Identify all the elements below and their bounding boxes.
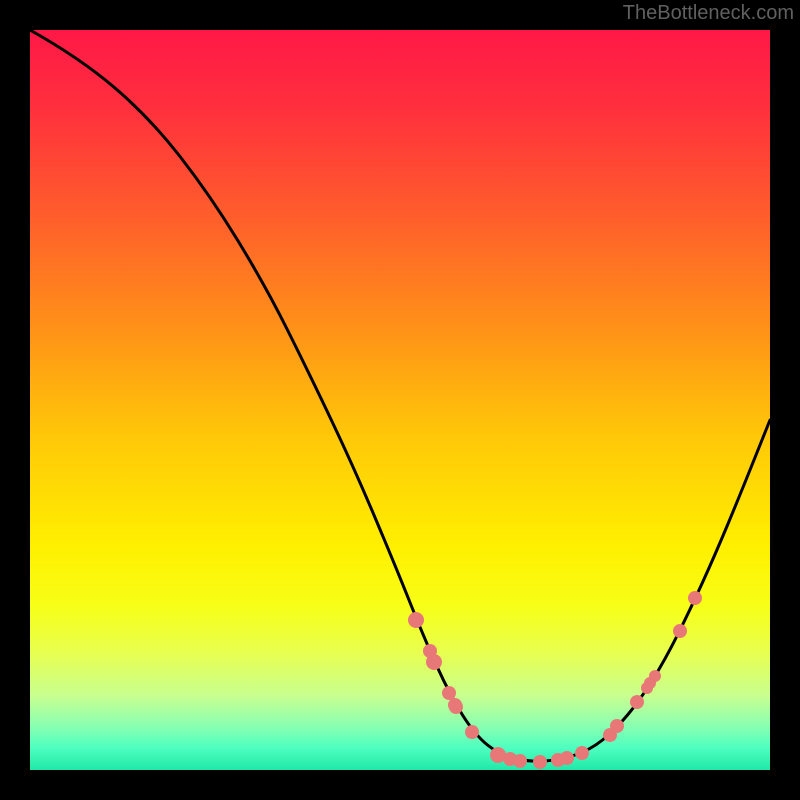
data-dot bbox=[442, 686, 456, 700]
attribution-text: TheBottleneck.com bbox=[623, 2, 794, 25]
data-dot bbox=[513, 754, 527, 768]
data-dot bbox=[575, 746, 589, 760]
data-dot bbox=[465, 725, 479, 739]
data-dot bbox=[449, 700, 463, 714]
data-dot bbox=[688, 591, 702, 605]
data-dot bbox=[560, 751, 574, 765]
data-dot bbox=[426, 654, 442, 670]
data-dot bbox=[610, 719, 624, 733]
data-dot bbox=[673, 624, 687, 638]
data-dot bbox=[533, 755, 547, 769]
chart-svg bbox=[0, 0, 800, 800]
data-dot bbox=[630, 695, 644, 709]
plot-background bbox=[30, 30, 770, 770]
data-dot bbox=[408, 612, 424, 628]
chart-container bbox=[0, 0, 800, 800]
data-dot bbox=[649, 670, 661, 682]
